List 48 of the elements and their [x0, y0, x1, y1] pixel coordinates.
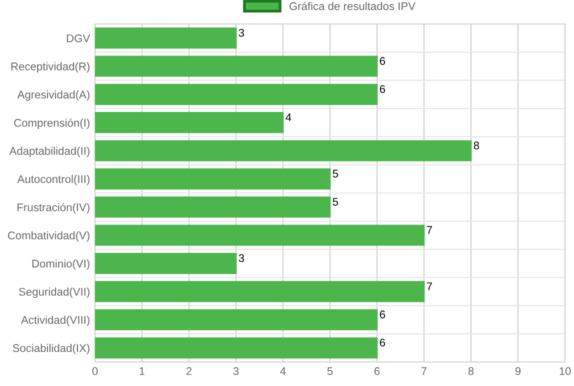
x-tick-label: 6 [374, 367, 380, 376]
bar [95, 196, 331, 218]
y-tick-label: Adaptabilidad(II) [9, 146, 90, 158]
y-tick-label: Receptividad(R) [11, 62, 90, 73]
bar [95, 84, 378, 105]
x-tick-label: 4 [280, 367, 286, 375]
data-label: 6 [380, 85, 386, 94]
x-tick-label: 9 [515, 367, 521, 376]
data-label: 5 [332, 170, 338, 178]
data-label: 6 [380, 338, 386, 347]
legend-label: Gráfica de resultados IPV [289, 2, 416, 10]
bar [95, 337, 378, 358]
bar [95, 112, 284, 134]
bar [95, 168, 331, 190]
x-tick-label: 2 [186, 367, 192, 375]
y-tick-label: Agresividad(A) [17, 90, 90, 101]
bar [95, 28, 237, 49]
y-tick-label: Dominio(VI) [32, 259, 90, 270]
x-tick-label: 1 [140, 367, 145, 375]
y-tick-label: Seguridad(VII) [19, 288, 90, 298]
x-tick-label: 7 [421, 367, 427, 375]
bar [95, 252, 237, 274]
x-tick-label: 5 [327, 367, 333, 376]
y-tick-label: Combatividad(V) [8, 231, 90, 242]
y-tick-label: Sociabilidad(IX) [12, 344, 90, 354]
data-label: 4 [286, 113, 292, 122]
data-label: 6 [380, 57, 386, 65]
data-label: 6 [380, 310, 386, 318]
data-label: 7 [426, 282, 432, 290]
x-tick-label: 0 [92, 367, 98, 376]
x-tick-label: 8 [468, 367, 474, 376]
data-label: 3 [238, 254, 244, 262]
x-tick-label: 10 [560, 367, 571, 376]
bar [95, 309, 378, 330]
y-tick-label: Actividad(VIII) [21, 316, 90, 326]
bar [95, 56, 378, 77]
data-label: 7 [426, 226, 432, 234]
data-label: 8 [474, 142, 480, 150]
y-tick-label: Frustración(IV) [18, 202, 90, 214]
y-tick-label: Autocontrol(III) [17, 174, 90, 186]
y-tick-label: DGV [66, 34, 90, 42]
bar [95, 224, 425, 246]
data-label: 3 [238, 28, 244, 37]
x-tick-label: 3 [233, 367, 239, 376]
y-tick-label: Comprensión(I) [14, 118, 90, 129]
data-label: 5 [332, 198, 338, 206]
bar [95, 281, 425, 302]
bar [95, 140, 472, 162]
